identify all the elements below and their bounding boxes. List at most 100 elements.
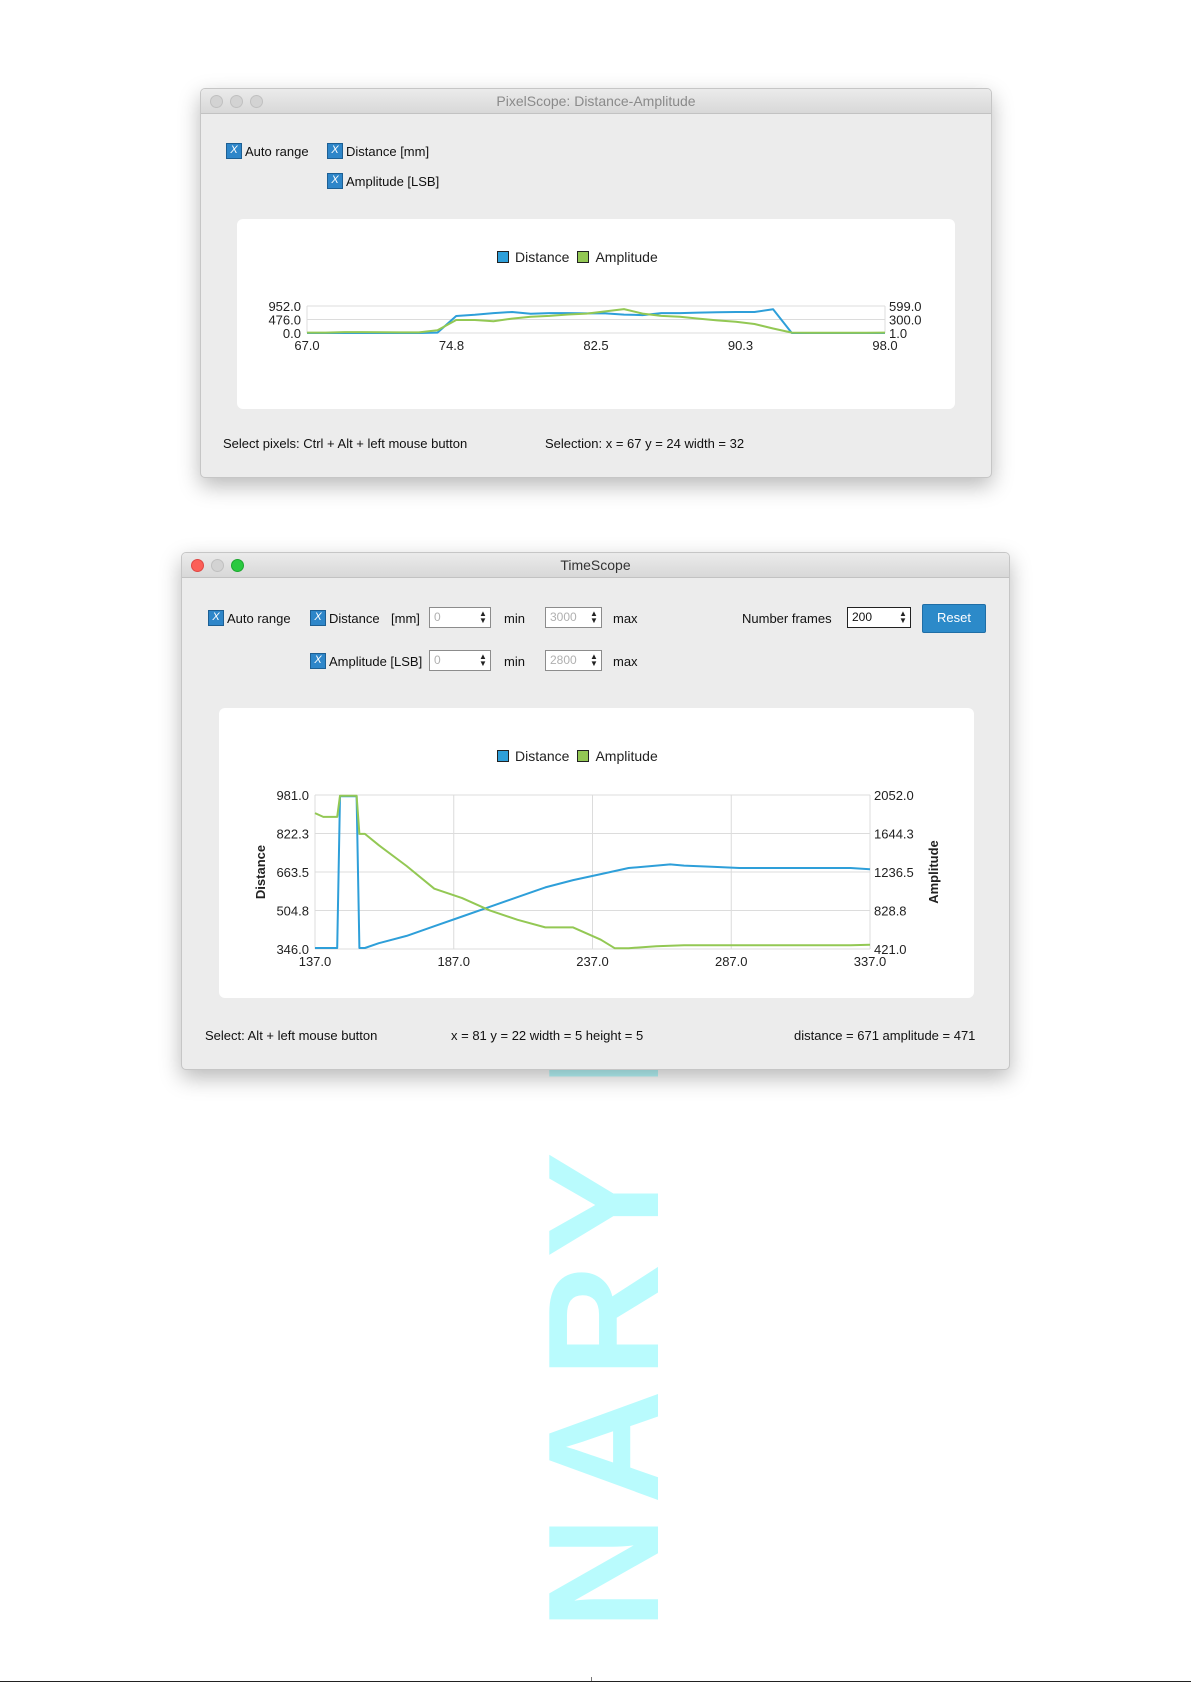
distance-legend-swatch (497, 251, 509, 263)
distance-unit-label: [mm] (391, 611, 420, 626)
x-tick-label: 74.8 (439, 338, 464, 353)
pixelscope-window: PixelScope: Distance-Amplitude X Auto ra… (200, 88, 992, 478)
status-select-hint: Select pixels: Ctrl + Alt + left mouse b… (223, 436, 468, 451)
x-tick-label: 98.0 (872, 338, 897, 353)
check-icon: X (310, 653, 326, 669)
distance-legend-label: Distance (515, 249, 570, 265)
y-right-axis-title: Amplitude (926, 840, 941, 904)
y-left-tick-label: 822.3 (276, 827, 309, 842)
close-button[interactable] (191, 559, 204, 572)
distance-label: Distance (329, 610, 380, 626)
zoom-button[interactable] (250, 95, 263, 108)
check-icon: X (327, 173, 343, 189)
close-button[interactable] (210, 95, 223, 108)
x-tick-label: 67.0 (294, 338, 319, 353)
y-left-axis-title: Distance (253, 845, 268, 899)
minimize-button[interactable] (230, 95, 243, 108)
status-selection: x = 81 y = 22 width = 5 height = 5 (451, 1028, 644, 1043)
distance-max-value: 3000 (550, 610, 577, 624)
auto-range-checkbox[interactable]: X Auto range (208, 610, 291, 626)
distance-min-label: min (504, 611, 525, 626)
pixelscope-chart[interactable]: 952.0 599.0 476.0 300.0 0.0 1.0 67.0 74.8 82.5 90… (237, 219, 955, 409)
x-tick-label: 187.0 (437, 954, 470, 969)
check-icon: X (327, 143, 343, 159)
y-left-tick-label: 346.0 (276, 942, 309, 957)
timescope-window: TimeScope X Auto range X Distance [mm] 0… (181, 552, 1010, 1070)
amplitude-series-line (307, 308, 886, 334)
x-tick-label: 90.3 (728, 338, 753, 353)
number-frames-label: Number frames (742, 611, 832, 626)
x-tick-label: 82.5 (583, 338, 608, 353)
y-right-tick-label: 300.0 (889, 313, 922, 328)
y-left-tick-label: 952.0 (268, 299, 301, 314)
distance-max-spinbox[interactable]: 3000 ▲ ▼ (545, 607, 602, 628)
check-icon: X (208, 610, 224, 626)
distance-min-spinbox[interactable]: 0 ▲ ▼ (429, 607, 491, 628)
timescope-titlebar[interactable]: TimeScope (182, 553, 1009, 578)
amplitude-checkbox[interactable]: X Amplitude [LSB] (327, 173, 439, 189)
auto-range-label: Auto range (227, 610, 291, 626)
page-bottom-rule (0, 1681, 1191, 1682)
amplitude-max-value: 2800 (550, 653, 577, 667)
amplitude-max-spinbox[interactable]: 2800 ▲ ▼ (545, 650, 602, 671)
y-left-tick-label: 663.5 (276, 865, 309, 880)
amplitude-min-value: 0 (434, 653, 441, 667)
distance-checkbox[interactable]: X Distance [mm] (327, 143, 429, 159)
y-left-tick-label: 504.8 (276, 904, 309, 919)
chart-legend: Distance Amplitude (489, 249, 658, 265)
y-right-tick-label: 1644.3 (874, 827, 914, 842)
number-frames-spinbox[interactable]: 200 ▲ ▼ (847, 607, 911, 628)
auto-range-label: Auto range (245, 143, 309, 159)
y-left-tick-label: 981.0 (276, 788, 309, 803)
y-right-tick-label: 421.0 (874, 942, 907, 957)
y-left-tick-label: 0.0 (283, 326, 301, 341)
number-frames-value: 200 (852, 610, 873, 624)
amplitude-label: Amplitude [LSB] (329, 653, 423, 669)
status-selection: Selection: x = 67 y = 24 width = 32 (545, 436, 745, 451)
x-tick-label: 337.0 (854, 954, 887, 969)
page-bottom-tick (591, 1677, 592, 1681)
stepper-arrows-icon[interactable]: ▲ ▼ (590, 609, 598, 625)
stepper-arrows-icon[interactable]: ▲ ▼ (479, 652, 487, 668)
window-title: TimeScope (560, 557, 631, 573)
amplitude-legend-swatch (577, 750, 590, 762)
status-values: distance = 671 amplitude = 471 (794, 1028, 976, 1043)
status-select-hint: Select: Alt + left mouse button (205, 1028, 378, 1043)
stepper-arrows-icon[interactable]: ▲ ▼ (590, 652, 598, 668)
y-right-tick-label: 2052.0 (874, 788, 914, 803)
y-right-tick-label: 599.0 (889, 299, 922, 314)
amplitude-checkbox[interactable]: X Amplitude [LSB] (310, 653, 422, 669)
reset-button[interactable]: Reset (922, 604, 986, 633)
zoom-button[interactable] (231, 559, 244, 572)
timescope-chart-panel: Distance Amplitude 981.0 2052.0 822.3 1644.… (219, 708, 974, 998)
minimize-button[interactable] (211, 559, 224, 572)
stepper-arrows-icon[interactable]: ▲ ▼ (899, 609, 907, 625)
amplitude-max-label: max (613, 654, 638, 669)
y-right-tick-label: 828.8 (874, 904, 907, 919)
amplitude-legend-swatch (577, 251, 590, 263)
x-tick-label: 287.0 (715, 954, 748, 969)
x-tick-label: 237.0 (576, 954, 609, 969)
amplitude-min-label: min (504, 654, 525, 669)
distance-legend-label: Distance (515, 748, 570, 764)
amplitude-legend-label: Amplitude (595, 748, 658, 764)
amplitude-label: Amplitude [LSB] (346, 173, 440, 189)
amplitude-min-spinbox[interactable]: 0 ▲ ▼ (429, 650, 491, 671)
distance-label: Distance [mm] (346, 143, 430, 159)
pixelscope-titlebar[interactable]: PixelScope: Distance-Amplitude (201, 89, 991, 114)
y-right-tick-label: 1236.5 (874, 865, 914, 880)
check-icon: X (310, 610, 326, 626)
y-left-tick-label: 476.0 (268, 313, 301, 328)
timescope-chart[interactable]: 981.0 2052.0 822.3 1644.3 663.5 1236.5 504.8 82… (219, 708, 974, 998)
check-icon: X (226, 143, 242, 159)
auto-range-checkbox[interactable]: X Auto range (226, 143, 309, 159)
distance-max-label: max (613, 611, 638, 626)
distance-checkbox[interactable]: X Distance (310, 610, 380, 626)
pixelscope-chart-panel: Distance Amplitude 952.0 599.0 476.0 300.0 0… (237, 219, 955, 409)
amplitude-legend-label: Amplitude (595, 249, 658, 265)
stepper-arrows-icon[interactable]: ▲ ▼ (479, 609, 487, 625)
window-title: PixelScope: Distance-Amplitude (496, 93, 696, 109)
x-tick-label: 137.0 (299, 954, 332, 969)
chart-legend: Distance Amplitude (489, 748, 658, 764)
amplitude-series-line (314, 794, 871, 950)
